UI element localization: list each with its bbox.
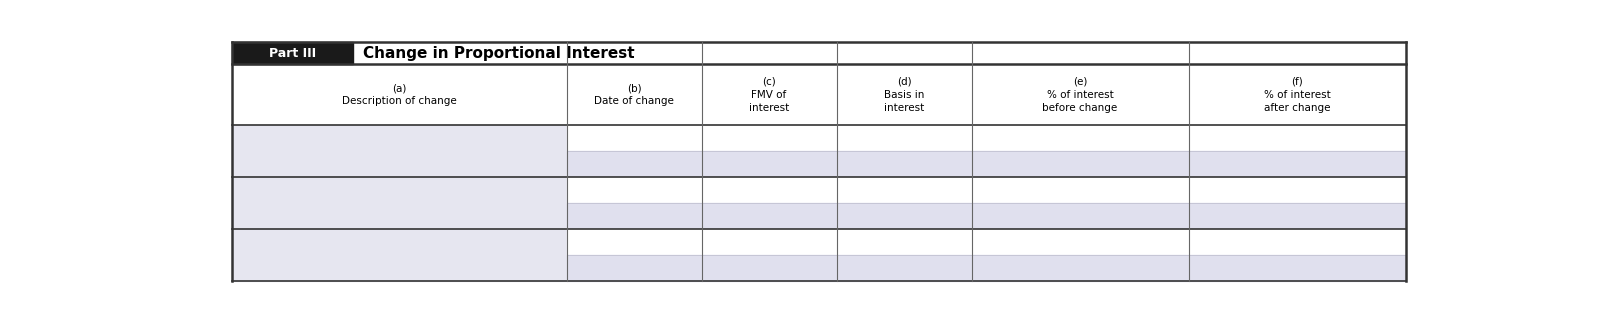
- Bar: [232, 229, 567, 281]
- Bar: [837, 177, 972, 203]
- Bar: [1189, 177, 1406, 203]
- Text: (a)
Description of change: (a) Description of change: [342, 83, 457, 106]
- Bar: [567, 203, 702, 229]
- Bar: [972, 203, 1189, 229]
- Bar: [1189, 125, 1406, 151]
- Bar: [702, 151, 837, 177]
- Text: (f)
% of interest
after change: (f) % of interest after change: [1264, 76, 1331, 113]
- Bar: [232, 177, 567, 229]
- Bar: [1189, 151, 1406, 177]
- Text: Part III: Part III: [268, 46, 316, 60]
- Bar: [837, 203, 972, 229]
- Bar: [702, 255, 837, 281]
- Bar: [567, 255, 702, 281]
- Bar: [837, 229, 972, 255]
- Bar: [702, 177, 837, 203]
- Bar: [232, 42, 353, 64]
- Bar: [972, 151, 1189, 177]
- Bar: [567, 229, 702, 255]
- Bar: [232, 64, 1406, 125]
- Text: Change in Proportional Interest: Change in Proportional Interest: [363, 45, 634, 60]
- Bar: [702, 203, 837, 229]
- Bar: [567, 125, 702, 151]
- Text: (d)
Basis in
interest: (d) Basis in interest: [884, 76, 924, 113]
- Bar: [837, 151, 972, 177]
- Bar: [972, 229, 1189, 255]
- Text: (e)
% of interest
before change: (e) % of interest before change: [1042, 76, 1117, 113]
- Bar: [232, 125, 567, 177]
- Bar: [837, 125, 972, 151]
- Bar: [567, 151, 702, 177]
- Text: (c)
FMV of
interest: (c) FMV of interest: [749, 76, 789, 113]
- Bar: [972, 125, 1189, 151]
- Text: (b)
Date of change: (b) Date of change: [594, 83, 674, 106]
- Bar: [972, 255, 1189, 281]
- Bar: [837, 255, 972, 281]
- Bar: [702, 229, 837, 255]
- Bar: [1189, 229, 1406, 255]
- Bar: [972, 177, 1189, 203]
- Bar: [567, 177, 702, 203]
- Bar: [1189, 203, 1406, 229]
- Bar: [1189, 255, 1406, 281]
- Bar: [702, 125, 837, 151]
